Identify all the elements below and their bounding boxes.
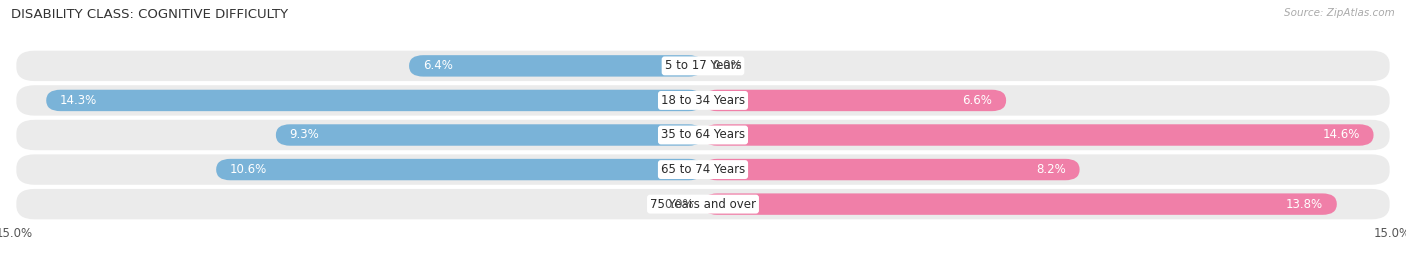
Text: 10.6%: 10.6% bbox=[231, 163, 267, 176]
FancyBboxPatch shape bbox=[17, 85, 1389, 116]
Text: 35 to 64 Years: 35 to 64 Years bbox=[661, 129, 745, 141]
Text: 75 Years and over: 75 Years and over bbox=[650, 198, 756, 211]
FancyBboxPatch shape bbox=[276, 124, 703, 146]
Text: 14.3%: 14.3% bbox=[60, 94, 97, 107]
Text: Source: ZipAtlas.com: Source: ZipAtlas.com bbox=[1284, 8, 1395, 18]
Text: 6.6%: 6.6% bbox=[963, 94, 993, 107]
Text: 13.8%: 13.8% bbox=[1286, 198, 1323, 211]
Text: 14.6%: 14.6% bbox=[1323, 129, 1360, 141]
Text: 6.4%: 6.4% bbox=[423, 59, 453, 72]
FancyBboxPatch shape bbox=[703, 159, 1080, 180]
FancyBboxPatch shape bbox=[46, 90, 703, 111]
Text: 18 to 34 Years: 18 to 34 Years bbox=[661, 94, 745, 107]
FancyBboxPatch shape bbox=[409, 55, 703, 77]
FancyBboxPatch shape bbox=[17, 189, 1389, 219]
FancyBboxPatch shape bbox=[703, 124, 1374, 146]
Text: 5 to 17 Years: 5 to 17 Years bbox=[665, 59, 741, 72]
Text: 0.0%: 0.0% bbox=[713, 59, 742, 72]
FancyBboxPatch shape bbox=[17, 51, 1389, 81]
FancyBboxPatch shape bbox=[217, 159, 703, 180]
Text: DISABILITY CLASS: COGNITIVE DIFFICULTY: DISABILITY CLASS: COGNITIVE DIFFICULTY bbox=[11, 8, 288, 21]
Text: 9.3%: 9.3% bbox=[290, 129, 319, 141]
Text: 65 to 74 Years: 65 to 74 Years bbox=[661, 163, 745, 176]
FancyBboxPatch shape bbox=[703, 193, 1337, 215]
FancyBboxPatch shape bbox=[17, 120, 1389, 150]
FancyBboxPatch shape bbox=[703, 90, 1007, 111]
Text: 8.2%: 8.2% bbox=[1036, 163, 1066, 176]
Text: 0.0%: 0.0% bbox=[664, 198, 693, 211]
FancyBboxPatch shape bbox=[17, 154, 1389, 185]
